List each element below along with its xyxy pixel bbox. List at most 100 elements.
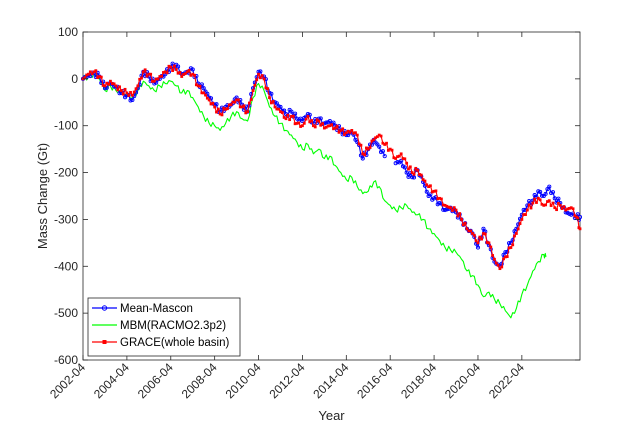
data-point — [549, 204, 553, 207]
data-point — [274, 101, 279, 106]
data-point — [505, 255, 509, 258]
legend-marker — [102, 340, 107, 344]
data-point — [509, 246, 513, 249]
data-point — [551, 201, 555, 205]
data-point — [414, 166, 418, 170]
data-point — [295, 121, 299, 125]
y-tick-label: -100 — [54, 119, 78, 133]
data-point — [176, 64, 181, 69]
data-point — [539, 193, 545, 198]
data-point — [383, 143, 387, 146]
data-point — [360, 156, 365, 161]
data-point — [238, 105, 242, 109]
data-point — [557, 201, 560, 205]
data-point — [258, 76, 262, 80]
data-point — [576, 216, 580, 220]
data-point — [454, 208, 458, 212]
data-point — [472, 233, 476, 237]
data-point — [449, 206, 452, 210]
data-point — [500, 265, 504, 269]
data-point — [218, 112, 222, 116]
data-point — [293, 111, 298, 116]
data-point — [310, 119, 313, 122]
data-point — [363, 153, 366, 157]
data-point — [469, 229, 473, 233]
x-tick-label: 2022-04 — [486, 360, 527, 401]
data-point — [227, 103, 231, 107]
data-point — [273, 105, 277, 109]
data-point — [524, 213, 527, 216]
data-point — [279, 110, 282, 114]
data-point — [330, 123, 334, 127]
data-point — [318, 116, 323, 121]
data-point — [264, 86, 268, 90]
data-point — [277, 107, 281, 111]
data-point — [132, 90, 136, 94]
data-point — [241, 107, 246, 112]
data-point — [301, 124, 304, 128]
data-point — [300, 118, 305, 124]
data-point — [474, 239, 478, 243]
data-point — [231, 100, 235, 104]
data-point — [578, 227, 582, 231]
data-point — [138, 77, 142, 81]
data-point — [436, 197, 440, 201]
data-point — [550, 190, 555, 195]
data-point — [107, 82, 110, 86]
data-point — [173, 64, 176, 68]
data-point — [381, 141, 385, 145]
data-point — [405, 161, 409, 165]
data-point — [487, 241, 491, 245]
data-point — [110, 82, 114, 86]
data-point — [434, 189, 438, 193]
data-point — [529, 206, 533, 210]
data-point — [470, 231, 475, 236]
data-point — [489, 245, 493, 249]
data-point — [443, 203, 447, 207]
data-point — [337, 130, 341, 134]
data-point — [190, 67, 195, 72]
data-point — [498, 267, 502, 271]
data-point — [268, 96, 271, 99]
data-point — [280, 111, 284, 114]
data-point — [390, 148, 394, 152]
series-1 — [82, 72, 547, 319]
series-2 — [81, 64, 582, 271]
data-point — [193, 73, 196, 77]
data-point — [201, 86, 206, 91]
data-point — [522, 213, 526, 216]
data-point — [130, 93, 134, 97]
data-point — [416, 168, 420, 172]
data-point — [527, 203, 531, 207]
data-point — [450, 209, 454, 212]
data-point — [158, 75, 162, 78]
x-tick-label: 2012-04 — [267, 360, 308, 401]
data-point — [215, 110, 218, 114]
data-point — [204, 93, 207, 97]
data-point — [128, 98, 133, 103]
y-tick-label: -200 — [54, 166, 78, 180]
data-point — [465, 227, 469, 231]
data-point — [322, 126, 326, 130]
data-point — [531, 201, 535, 205]
data-point — [547, 184, 552, 189]
data-point — [141, 70, 145, 74]
data-point — [493, 257, 496, 261]
x-tick-label: 2010-04 — [223, 360, 264, 401]
data-point — [348, 130, 352, 134]
data-point — [354, 131, 357, 135]
data-point — [117, 91, 122, 96]
data-point — [507, 241, 512, 246]
data-point — [220, 113, 224, 117]
data-point — [119, 89, 123, 92]
data-point — [331, 120, 336, 125]
data-point — [244, 111, 248, 115]
data-point — [338, 128, 343, 133]
data-point — [510, 238, 515, 243]
y-tick-label: -400 — [54, 259, 78, 273]
legend-label: GRACE(whole basin) — [120, 337, 229, 349]
data-point — [200, 91, 204, 95]
data-point — [306, 114, 310, 118]
data-point — [401, 157, 405, 160]
data-point — [191, 72, 195, 76]
